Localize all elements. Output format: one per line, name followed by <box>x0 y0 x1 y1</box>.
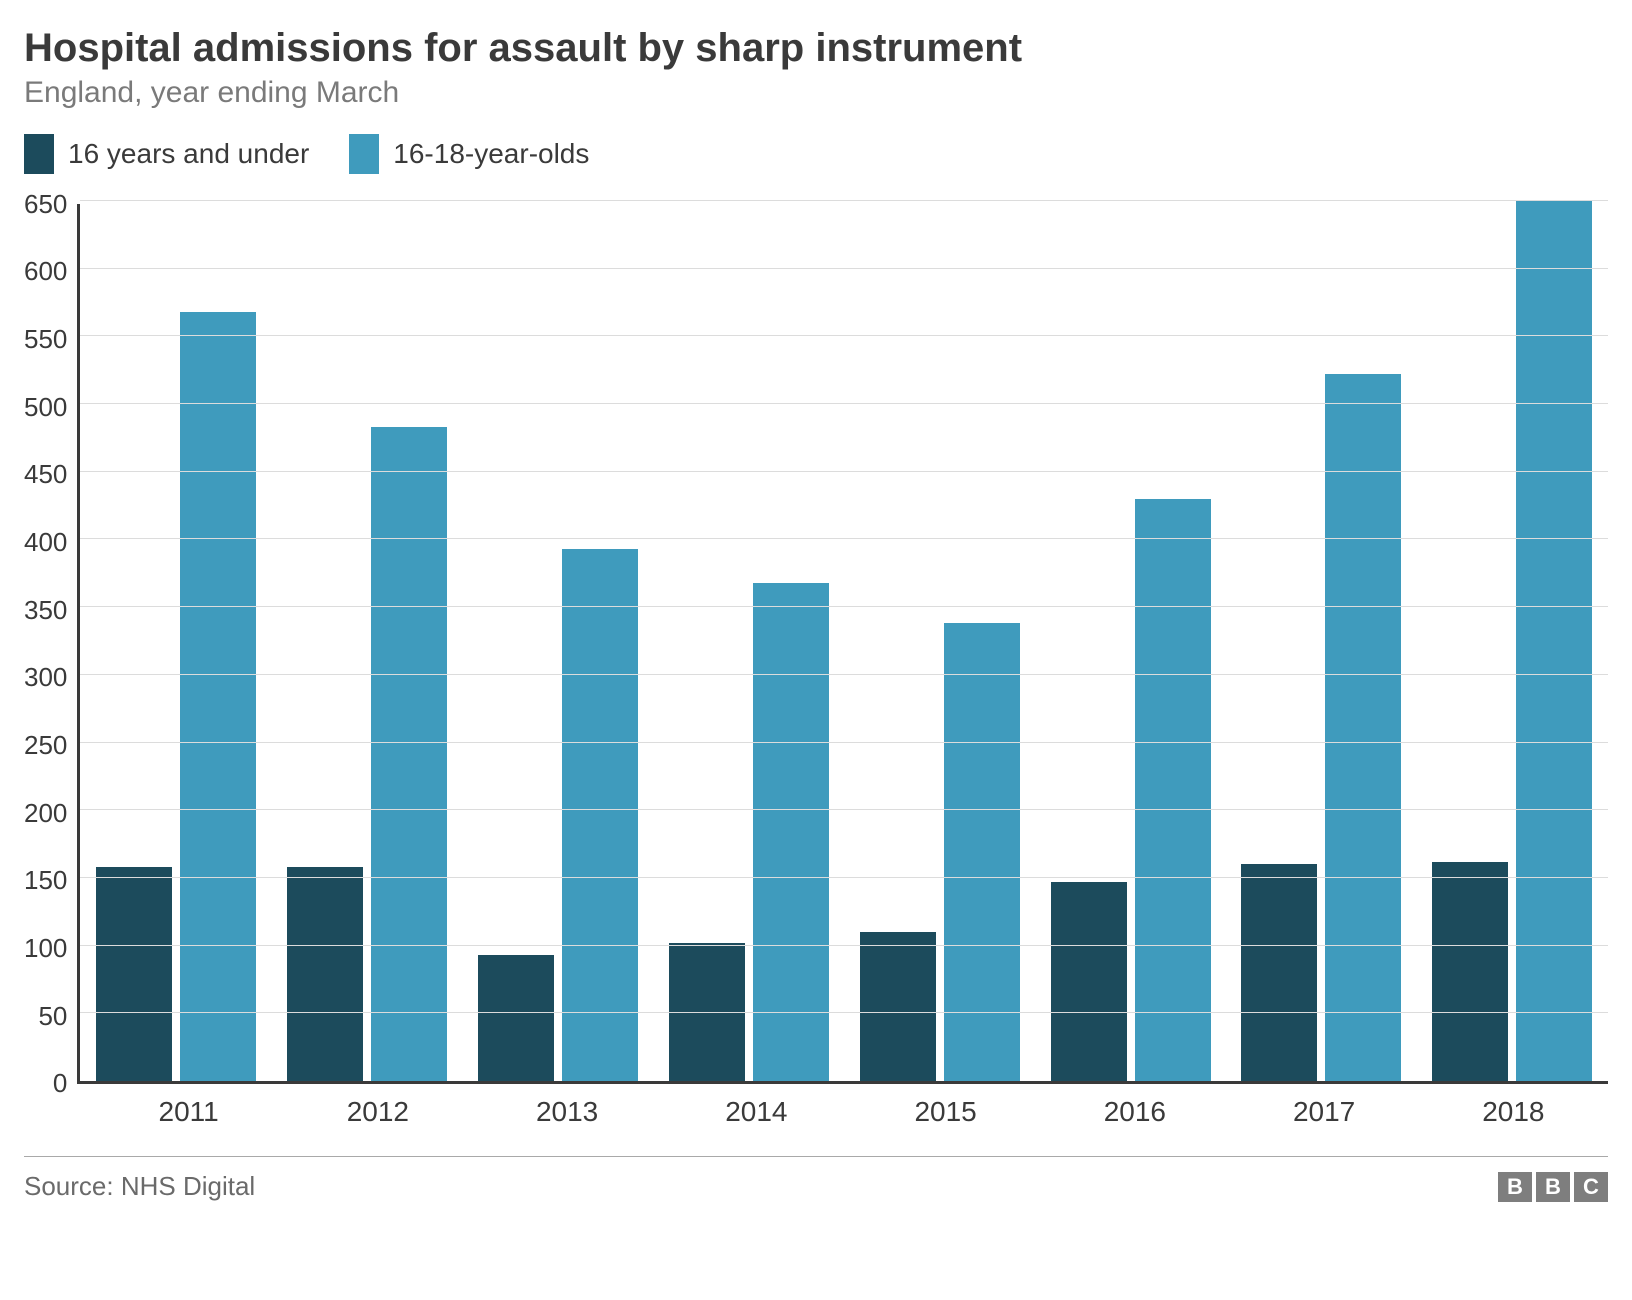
source-label: Source: NHS Digital <box>24 1171 255 1202</box>
plot-wrap: 650600550500450400350300250200150100500 <box>24 204 1608 1084</box>
year-group <box>287 427 447 1081</box>
gridline <box>80 809 1608 810</box>
gridline <box>80 471 1608 472</box>
gridline <box>80 1012 1608 1013</box>
x-axis: 2011 2012 2013 2014 2015 2016 2017 2018 <box>94 1096 1608 1128</box>
legend: 16 years and under 16-18-year-olds <box>24 134 1608 174</box>
y-axis: 650600550500450400350300250200150100500 <box>24 204 77 1084</box>
year-group <box>669 583 829 1081</box>
legend-label-series2: 16-18-year-olds <box>393 138 589 170</box>
legend-item-series1: 16 years and under <box>24 134 309 174</box>
year-group <box>96 312 256 1081</box>
x-label: 2015 <box>866 1096 1026 1128</box>
gridline <box>80 742 1608 743</box>
x-label: 2016 <box>1055 1096 1215 1128</box>
bar-series2 <box>1516 201 1592 1081</box>
x-label: 2017 <box>1244 1096 1404 1128</box>
bar-series2 <box>371 427 447 1081</box>
bbc-letter-1: B <box>1498 1172 1532 1202</box>
bar-series2 <box>753 583 829 1081</box>
bar-series1 <box>1432 862 1508 1081</box>
year-group <box>1432 201 1592 1081</box>
gridline <box>80 538 1608 539</box>
x-label: 2011 <box>109 1096 269 1128</box>
gridline <box>80 877 1608 878</box>
year-group <box>478 549 638 1081</box>
x-label: 2013 <box>487 1096 647 1128</box>
bar-series2 <box>1325 374 1401 1081</box>
gridline <box>80 606 1608 607</box>
bar-series1 <box>287 867 363 1081</box>
bar-series1 <box>478 955 554 1081</box>
chart-container: Hospital admissions for assault by sharp… <box>24 24 1608 1202</box>
gridline <box>80 335 1608 336</box>
x-label: 2014 <box>676 1096 836 1128</box>
legend-swatch-series1 <box>24 134 54 174</box>
gridline <box>80 268 1608 269</box>
bar-series1 <box>96 867 172 1081</box>
legend-label-series1: 16 years and under <box>68 138 309 170</box>
bar-series2 <box>562 549 638 1081</box>
gridline <box>80 403 1608 404</box>
x-label: 2018 <box>1433 1096 1593 1128</box>
chart-title: Hospital admissions for assault by sharp… <box>24 24 1608 72</box>
bbc-logo: B B C <box>1498 1172 1608 1202</box>
legend-item-series2: 16-18-year-olds <box>349 134 589 174</box>
bbc-letter-3: C <box>1574 1172 1608 1202</box>
bar-series1 <box>1051 882 1127 1081</box>
gridline <box>80 945 1608 946</box>
year-group <box>1051 499 1211 1081</box>
legend-swatch-series2 <box>349 134 379 174</box>
gridline <box>80 674 1608 675</box>
bar-series2 <box>1135 499 1211 1081</box>
bar-series1 <box>860 932 936 1081</box>
chart-subtitle: England, year ending March <box>24 76 1608 110</box>
year-group <box>1241 374 1401 1081</box>
bar-series1 <box>1241 864 1317 1081</box>
footer: Source: NHS Digital B B C <box>24 1156 1608 1202</box>
bar-series2 <box>180 312 256 1081</box>
plot-area <box>77 204 1608 1084</box>
gridline <box>80 200 1608 201</box>
x-label: 2012 <box>298 1096 458 1128</box>
bbc-letter-2: B <box>1536 1172 1570 1202</box>
